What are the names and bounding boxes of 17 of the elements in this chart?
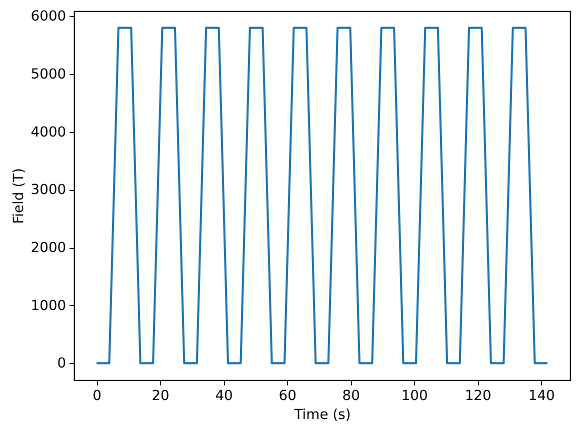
x-tick-label: 100 xyxy=(401,388,428,404)
x-tick-label: 140 xyxy=(528,388,555,404)
y-axis-title: Field (T) xyxy=(10,168,27,224)
y-tick-label: 1000 xyxy=(30,298,66,314)
y-tick-label: 2000 xyxy=(30,240,66,256)
x-tick-label: 0 xyxy=(92,388,102,404)
x-tick-label: 80 xyxy=(342,388,360,404)
y-tick-label: 6000 xyxy=(30,8,66,25)
x-tick-label: 40 xyxy=(215,388,233,404)
x-axis-title: Time (s) xyxy=(293,406,351,423)
y-tick-label: 0 xyxy=(57,356,66,372)
y-tick-label: 3000 xyxy=(30,182,66,198)
y-tick-label: 4000 xyxy=(30,124,66,140)
x-tick-label: 120 xyxy=(464,388,492,404)
x-tick-label: 20 xyxy=(152,388,170,404)
y-tick-label: 5000 xyxy=(30,66,66,83)
x-tick-label: 60 xyxy=(278,388,296,404)
